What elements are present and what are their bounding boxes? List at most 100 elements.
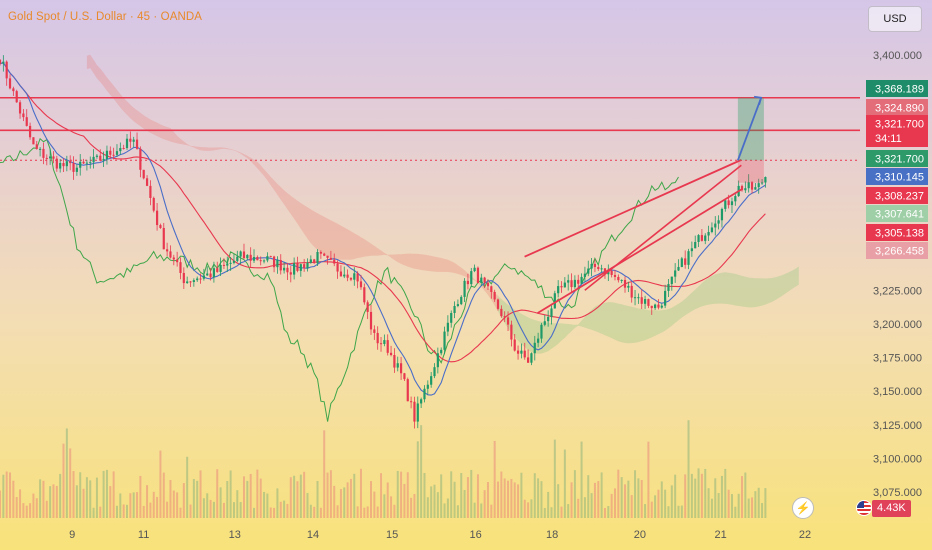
volume-bar <box>600 472 603 518</box>
volume-bar <box>707 488 710 518</box>
volume-bar <box>112 471 115 518</box>
volume-bar <box>69 448 72 518</box>
volume-bar <box>199 470 202 518</box>
volume-bar <box>176 492 179 518</box>
volume-bar <box>537 478 540 518</box>
volume-bar <box>380 473 383 518</box>
volume-bar <box>660 481 663 518</box>
volume-bar <box>473 502 476 518</box>
volume-bar <box>343 487 346 518</box>
volume-bar <box>266 493 269 518</box>
volume-bar <box>146 485 149 518</box>
candle-body <box>486 282 490 287</box>
x-tick-label: 14 <box>307 529 319 541</box>
volume-bar <box>416 441 419 518</box>
candle-body <box>306 262 309 269</box>
x-tick-label: 18 <box>546 529 558 541</box>
volume-bar <box>737 493 740 518</box>
candle-body <box>647 299 650 306</box>
candle-body <box>687 251 690 265</box>
volume-bar <box>323 430 326 518</box>
candle-body <box>296 263 299 271</box>
candle-body <box>313 259 316 264</box>
volume-bar <box>115 505 118 518</box>
volume-bar <box>550 507 553 518</box>
candle-body <box>633 297 637 299</box>
volume-bar <box>490 504 493 518</box>
y-tick-label: 3,400.000 <box>873 50 922 62</box>
volume-bar <box>12 480 15 518</box>
volume-bar <box>757 487 760 518</box>
currency-button[interactable]: USD <box>868 6 922 32</box>
volume-bar <box>283 500 286 518</box>
base-line <box>0 62 766 363</box>
candle-body <box>232 260 236 263</box>
volume-bar <box>206 493 209 518</box>
price-label: 3,324.890 <box>875 103 924 115</box>
candle-body <box>139 148 142 170</box>
candle-body <box>516 350 520 354</box>
volume-bar <box>222 502 225 518</box>
volume-bar <box>373 491 376 518</box>
volume-bar <box>730 494 733 518</box>
candle-body <box>654 304 657 309</box>
candle-body <box>704 235 707 241</box>
volume-bar <box>450 471 453 518</box>
candle-body <box>62 163 65 167</box>
x-tick-label: 20 <box>634 529 646 541</box>
volume-bar <box>400 471 403 518</box>
volume-bar <box>430 486 433 518</box>
volume-bar <box>690 473 693 518</box>
candle-body <box>440 349 443 354</box>
volume-bar <box>249 473 252 518</box>
candle-body <box>2 61 5 64</box>
candle-body <box>102 158 105 161</box>
volume-bar <box>226 481 229 518</box>
volume-bar <box>533 473 536 518</box>
candle-body <box>563 282 566 288</box>
volume-bar <box>333 485 336 518</box>
volume-bar <box>684 474 687 518</box>
candle-body <box>276 260 279 268</box>
candle-body <box>283 267 286 271</box>
volume-bar <box>624 484 627 518</box>
candle-body <box>680 258 683 267</box>
candle-body <box>286 267 289 273</box>
candle-body <box>547 316 550 322</box>
volume-bar <box>55 485 58 518</box>
candle-body <box>423 388 426 400</box>
volume-bar <box>720 475 723 518</box>
candle-body <box>700 235 703 241</box>
price-label-bg <box>866 187 928 204</box>
volume-bar <box>393 504 396 518</box>
volume-bar <box>497 481 500 518</box>
candle-body <box>316 251 319 264</box>
candle-body <box>192 280 195 283</box>
volume-bar <box>242 476 245 518</box>
candle-body <box>65 161 68 167</box>
candle-body <box>42 148 45 158</box>
candle-body <box>670 276 673 285</box>
volume-bar <box>303 471 306 518</box>
candle-body <box>750 182 754 190</box>
volume-bar <box>710 498 713 518</box>
candle-body <box>72 163 75 172</box>
volume-bar <box>346 482 349 518</box>
volume-bar <box>349 478 352 518</box>
candle-body <box>299 264 302 271</box>
price-label-bg <box>866 99 928 116</box>
price-label: 3,305.138 <box>875 228 924 240</box>
price-label-bg <box>866 115 928 147</box>
volume-bar <box>520 472 523 518</box>
candle-body <box>55 158 58 169</box>
volume-bar <box>202 498 205 518</box>
volume-bar <box>319 507 322 518</box>
lightning-icon[interactable]: ⚡ <box>792 497 814 519</box>
candle-body <box>249 254 252 261</box>
volume-bar <box>553 439 556 518</box>
candle-body <box>329 257 332 260</box>
candle-body <box>650 305 653 309</box>
price-label-bg <box>866 80 928 97</box>
